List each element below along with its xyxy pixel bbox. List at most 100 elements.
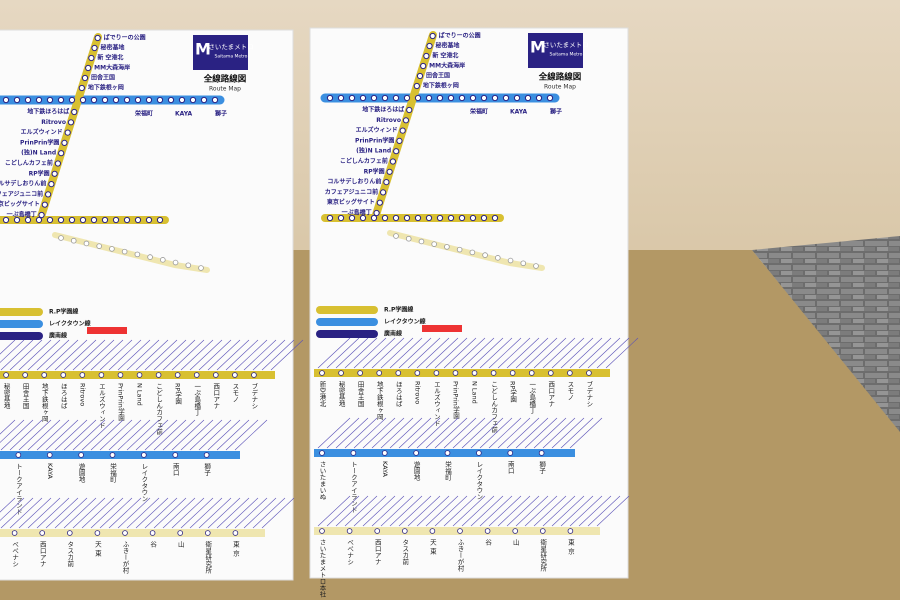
station-dot: [429, 32, 436, 40]
station-dot: [172, 452, 179, 458]
diagonal-rule: [18, 339, 52, 371]
station-dot: [15, 452, 22, 458]
station-label: コルサデしおりん前: [0, 180, 46, 188]
diagonal-rule: [362, 337, 396, 369]
station-dot: [370, 94, 378, 102]
station-dot: [480, 94, 488, 102]
station-label: KAYA: [381, 461, 389, 478]
station-dot: [431, 241, 437, 247]
station-dot: [403, 214, 411, 222]
station-dot: [57, 216, 65, 224]
diagonal-rule: [153, 339, 187, 371]
station-dot: [337, 214, 345, 222]
diagonal-rule: [416, 337, 450, 369]
diagonal-rule: [54, 497, 88, 529]
diagonal-rule: [380, 337, 414, 369]
diagonal-rule: [569, 417, 603, 449]
station-label: 獅子: [549, 108, 562, 116]
station-dot: [94, 34, 101, 42]
station-label: 山: [176, 540, 184, 549]
diagonal-rule: [551, 417, 585, 449]
station-dot: [484, 528, 491, 534]
station-dot: [232, 530, 239, 536]
diagonal-rule: [425, 417, 459, 449]
station-dot: [567, 528, 574, 534]
station-label: N Land: [471, 381, 479, 404]
diagonal-rule: [398, 495, 432, 527]
diagonal-rule: [587, 337, 621, 369]
station-dot: [91, 44, 98, 52]
legend-label: R.P学園線: [49, 308, 78, 316]
station-dot: [348, 94, 356, 102]
station-label: 地下鉄根ヶ岡: [88, 84, 124, 92]
station-dot: [174, 372, 181, 378]
diagonal-rule: [380, 417, 414, 449]
station-dot: [359, 94, 367, 102]
station-dot: [64, 129, 71, 136]
station-label: 地下鉄根ヶ岡: [423, 82, 459, 90]
diagonal-rule: [398, 337, 432, 369]
station-dot: [123, 96, 131, 104]
station-dot: [456, 246, 463, 253]
diagonal-rule: [216, 339, 250, 371]
diagonal-rule: [488, 337, 522, 369]
station-dot: [134, 251, 141, 258]
diagonal-rule: [117, 419, 151, 451]
diagonal-rule: [225, 339, 259, 371]
station-dot: [381, 214, 389, 222]
station-dot: [436, 214, 444, 222]
station-label: エルズウィンド: [356, 126, 398, 134]
station-dot: [68, 96, 76, 104]
station-dot: [141, 452, 147, 458]
station-dot: [11, 530, 18, 536]
diagonal-rule: [470, 337, 504, 369]
station-label: 天 東: [428, 539, 436, 556]
station-label: 東京ビッグサイト: [0, 200, 40, 208]
station-label: ふきーが村: [121, 541, 129, 574]
station-label: PrinPrin学園: [20, 138, 59, 146]
diagonal-rule: [461, 337, 495, 369]
station-dot: [39, 530, 45, 536]
diagonal-rule: [63, 339, 97, 371]
legend-swatch: [316, 330, 378, 338]
diagonal-rule: [63, 497, 97, 529]
diagonal-rule: [326, 337, 360, 369]
diagonal-rule: [470, 495, 504, 527]
station-label: 新 空港北: [432, 52, 458, 60]
diagonal-rule: [171, 497, 205, 529]
station-dot: [326, 94, 334, 102]
strip-line: [314, 527, 600, 535]
station-dot: [403, 94, 411, 102]
diagonal-rule: [443, 417, 477, 449]
diagonal-rule: [326, 495, 360, 527]
station-dot: [88, 54, 95, 62]
station-label: 栄福町: [109, 462, 117, 483]
diagonal-rule: [434, 495, 468, 527]
diagonal-rule: [252, 339, 286, 371]
station-label: (独)N Land: [21, 149, 56, 157]
station-dot: [399, 127, 406, 134]
station-dot: [117, 372, 124, 378]
station-dot: [57, 96, 65, 104]
diagonal-rule: [126, 339, 160, 371]
station-dot: [389, 158, 397, 165]
station-dot: [402, 528, 408, 534]
station-dot: [469, 249, 476, 256]
station-dot: [172, 259, 179, 266]
diagonal-rule: [90, 419, 124, 451]
station-dot: [491, 214, 499, 222]
diagonal-rule: [99, 497, 133, 529]
station-label: 田舎王国: [21, 383, 29, 411]
station-label: エルズウィンド: [432, 381, 440, 427]
station-dot: [134, 96, 142, 104]
station-dot: [83, 240, 90, 247]
station-label: さいたまいぬ: [318, 461, 326, 501]
station-dot: [359, 214, 367, 222]
station-dot: [393, 233, 399, 239]
diagonal-rule: [524, 337, 558, 369]
strip-line: [0, 451, 240, 459]
station-label: 田舎王国: [426, 72, 450, 80]
station-label: 地下鉄根ヶ岡: [40, 382, 48, 424]
diagonal-rule: [0, 419, 16, 435]
